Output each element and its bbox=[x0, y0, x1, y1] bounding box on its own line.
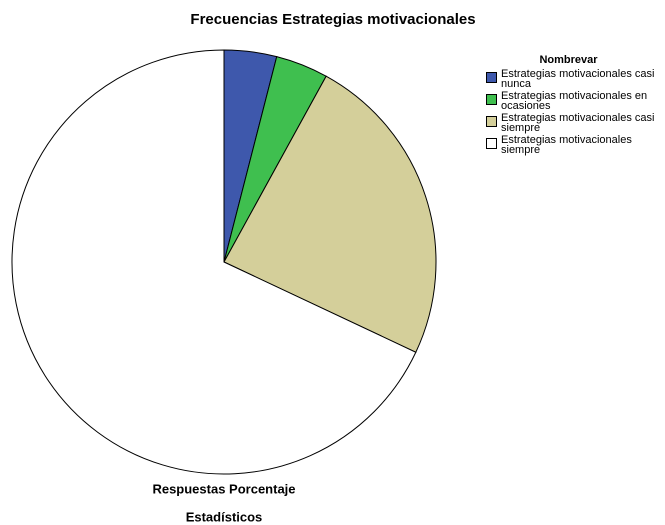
legend-label: Estrategias motivacionales en ocasiones bbox=[501, 90, 648, 112]
legend: Nombrevar Estrategias motivacionales cas… bbox=[486, 54, 661, 157]
caption: Estadísticos bbox=[186, 509, 263, 524]
legend-swatch bbox=[486, 94, 497, 105]
legend-item: Estrategias motivacionales en ocasiones bbox=[486, 90, 661, 112]
x-label: Respuestas Porcentaje bbox=[152, 481, 295, 496]
legend-label: Estrategias motivacionales siempre bbox=[501, 134, 632, 156]
pie-slice bbox=[11, 49, 417, 475]
legend-label: Estrategias motivacionales casi siempre bbox=[501, 112, 655, 134]
legend-label: Estrategias motivacionales casi nunca bbox=[501, 68, 655, 90]
legend-swatch bbox=[486, 72, 497, 83]
chart-title: Frecuencias Estrategias motivacionales bbox=[190, 11, 475, 28]
legend-item: Estrategias motivacionales casi nunca bbox=[486, 68, 661, 90]
legend-swatch bbox=[486, 138, 497, 149]
legend-swatch bbox=[486, 116, 497, 127]
legend-title: Nombrevar bbox=[539, 54, 598, 66]
pie-slice bbox=[223, 75, 437, 353]
legend-item: Estrategias motivacionales siempre bbox=[486, 134, 661, 156]
legend-item: Estrategias motivacionales casi siempre bbox=[486, 112, 661, 134]
